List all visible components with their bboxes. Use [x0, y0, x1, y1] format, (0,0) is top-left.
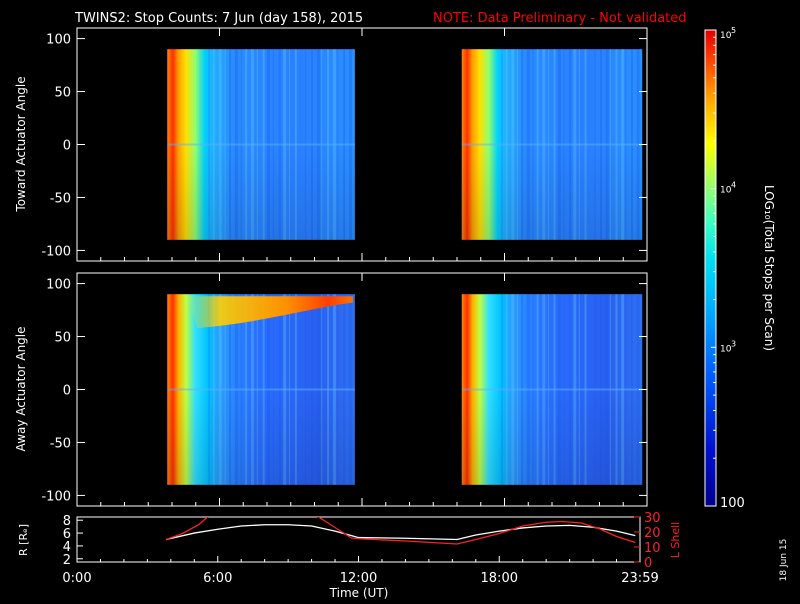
y-tick-label: -50	[50, 436, 71, 451]
orbit-y2-tick-label: 30	[644, 511, 661, 526]
colorbar-tick-base: 10	[720, 31, 732, 41]
heatmap-shade	[167, 294, 355, 485]
colorbar-tick-label: 100	[720, 496, 745, 511]
time-xlabel: Time (UT)	[329, 586, 389, 600]
heatmap-shade	[461, 49, 643, 240]
r-distance-line	[165, 524, 636, 541]
orbit-y-tick-label: 4	[63, 540, 71, 555]
colorbar-tick-exp: 4	[731, 181, 736, 190]
x-tick-label: 23:59	[621, 571, 658, 586]
orbit-lshell-ylabel: L Shell	[669, 522, 682, 558]
x-tick-label: 6:00	[203, 571, 232, 586]
y-tick-label: -100	[41, 489, 71, 504]
date-stamp: 18 Jun 15	[779, 539, 789, 582]
y-tick-label: 0	[63, 139, 71, 154]
chart-note: NOTE: Data Preliminary - Not validated	[433, 11, 687, 26]
y-tick-label: 0	[63, 384, 71, 399]
heatmap-shade	[167, 49, 355, 240]
x-tick-label: 18:00	[481, 571, 518, 586]
away-angle-ylabel: Away Actuator Angle	[14, 326, 28, 451]
y-tick-label: 50	[54, 331, 71, 346]
colorbar-tick-base: 10	[720, 344, 732, 354]
toward-angle-panel: 100 50 0 -50 -100	[41, 27, 648, 262]
orbit-y-tick-label: 2	[63, 553, 71, 568]
heatmap-shade	[461, 294, 643, 485]
colorbar-label: LOG₁₀(Total Stops per Scan)	[762, 185, 776, 351]
colorbar-tick-exp: 3	[731, 339, 736, 348]
y-tick-label: 100	[46, 33, 71, 48]
away-angle-panel: 100 50 0 -50 -100	[41, 272, 648, 507]
y-tick-label: -50	[50, 191, 71, 206]
y-tick-label: -100	[41, 244, 71, 259]
colorbar-tick-base: 10	[720, 186, 732, 196]
orbit-r-ylabel: R [Rₑ]	[17, 524, 30, 556]
chart-title: TWINS2: Stop Counts: 7 Jun (day 158), 20…	[74, 11, 363, 26]
orbit-frame	[76, 516, 641, 563]
y-tick-label: 50	[54, 86, 71, 101]
orbit-y-tick-label: 8	[63, 514, 71, 529]
heatmap-hotband	[187, 296, 353, 329]
orbit-y2-tick-label: 0	[644, 556, 652, 571]
orbit-y-tick-label: 6	[63, 527, 71, 542]
y-tick-label: 100	[46, 278, 71, 293]
colorbar-gradient	[704, 29, 717, 507]
orbit-y2-tick-label: 10	[644, 541, 661, 556]
x-tick-label: 0:00	[62, 571, 91, 586]
orbit-y2-tick-label: 20	[644, 526, 661, 541]
x-tick-label: 12:00	[340, 571, 377, 586]
colorbar-tick-exp: 5	[731, 26, 736, 35]
lshell-line	[165, 517, 636, 545]
toward-angle-ylabel: Toward Actuator Angle	[14, 76, 28, 212]
